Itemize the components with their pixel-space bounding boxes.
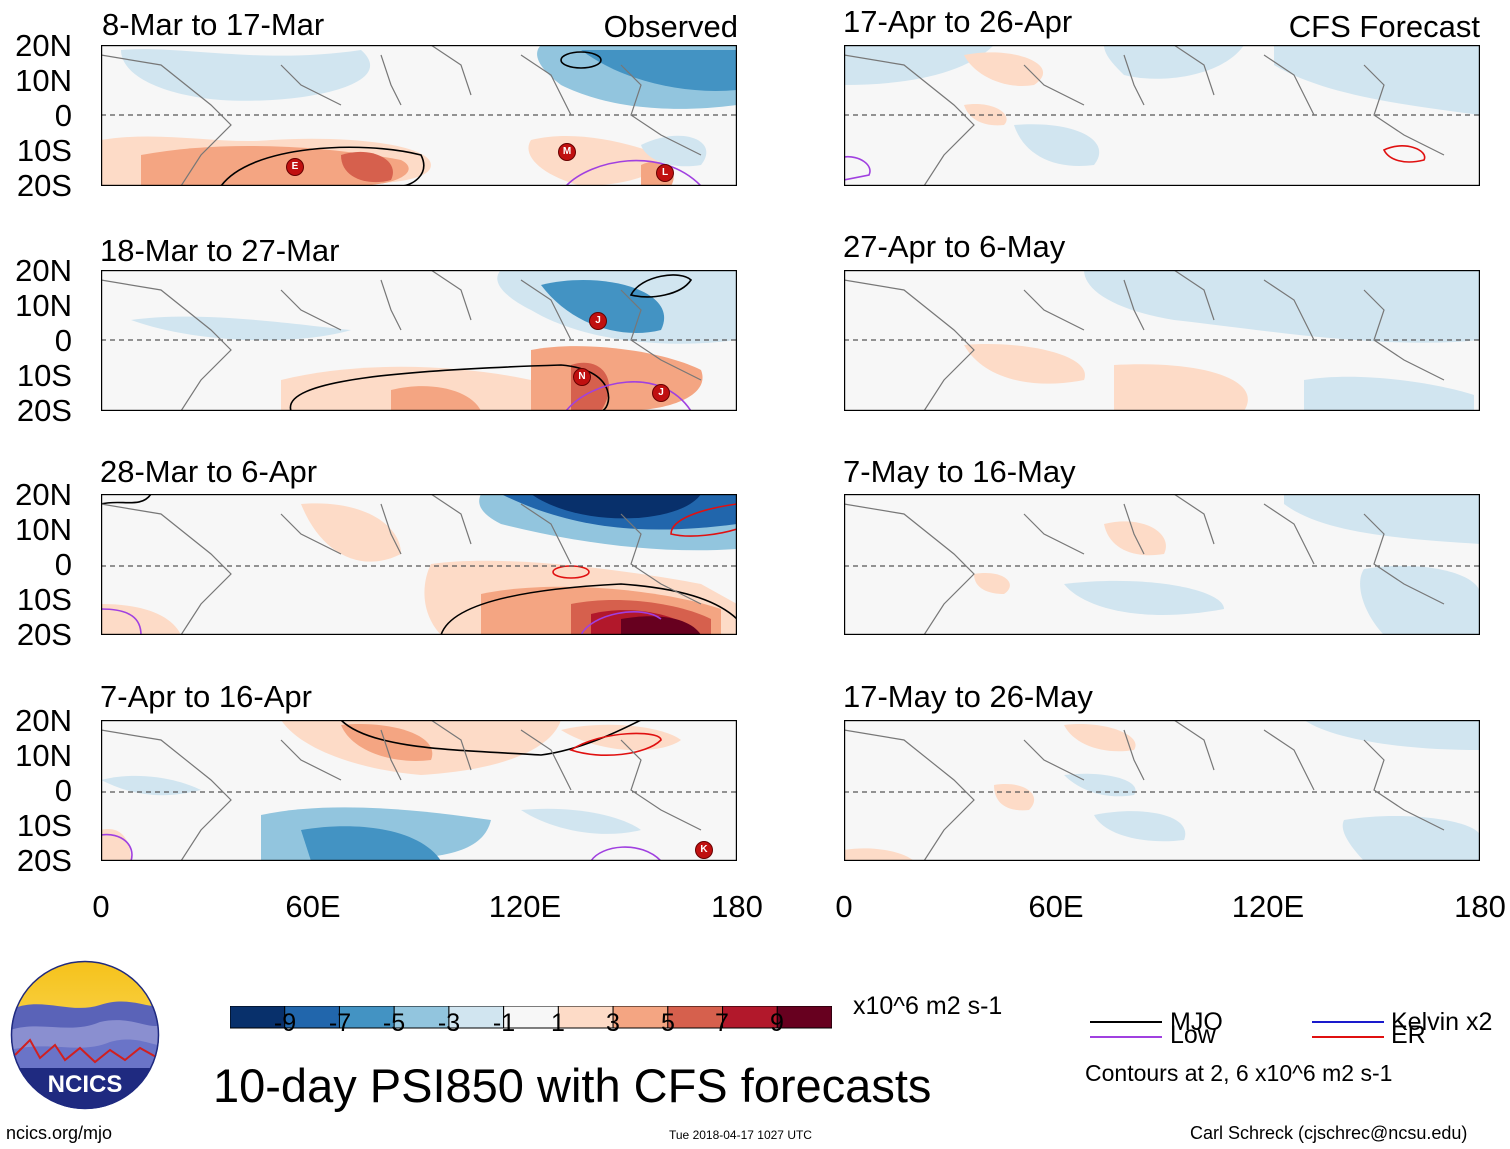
colorbar-tick-label: -3 — [437, 1009, 461, 1037]
colorbar-tick-labels: -9 -7 -5 -3 -1 1 3 5 7 9 — [230, 1011, 832, 1041]
colorbar-tick-label: -7 — [328, 1009, 352, 1037]
footer-author: Carl Schreck (cjschrec@ncsu.edu) — [1190, 1123, 1468, 1143]
lat-label: 10S — [16, 133, 72, 168]
panel-title-fcst-4: 17-May to 26-May — [843, 679, 1093, 714]
footer-timestamp: Tue 2018-04-17 1027 UTC — [669, 1128, 812, 1142]
lat-label: 10S — [16, 582, 72, 617]
legend-label-low: Low — [1170, 1021, 1216, 1049]
lat-label: 10N — [15, 63, 72, 98]
lat-label: 10N — [15, 738, 72, 773]
forecast-tag: CFS Forecast — [1288, 9, 1480, 44]
lat-label: 20N — [15, 703, 72, 738]
legend-label-mjo: MJO — [1170, 1008, 1223, 1036]
colorbar-tick-label: -5 — [382, 1009, 406, 1037]
map-panel-obs-3 — [101, 494, 737, 635]
map-panel-fcst-1 — [844, 45, 1480, 186]
ncics-logo: NCICS — [10, 960, 160, 1110]
legend-line-low — [1090, 1036, 1162, 1038]
lat-label: 20S — [16, 843, 72, 878]
lon-label-0-left: 0 — [92, 889, 110, 924]
lat-label: 10N — [15, 512, 72, 547]
legend-line-er — [1312, 1036, 1384, 1038]
lat-label: 20N — [15, 28, 72, 63]
lat-label: 0 — [54, 547, 72, 582]
lon-label-180-left: 180 — [711, 889, 763, 924]
lon-label-180-right: 180 — [1454, 889, 1506, 924]
panel-title-obs-1: 8-Mar to 17-Mar — [102, 7, 325, 42]
lat-label: 20S — [16, 393, 72, 428]
colorbar-tick-label: 1 — [551, 1009, 565, 1037]
lon-label-60e-right: 60E — [1028, 889, 1084, 924]
colorbar-tick-label: -9 — [273, 1009, 297, 1037]
panel-title-obs-2: 18-Mar to 27-Mar — [100, 233, 340, 268]
storm-marker: J — [589, 312, 607, 330]
legend-line-kelvin — [1312, 1021, 1384, 1023]
storm-marker: J — [652, 384, 670, 402]
main-title: 10-day PSI850 with CFS forecasts — [213, 1059, 932, 1112]
lat-label: 0 — [54, 323, 72, 358]
lat-label: 20N — [15, 477, 72, 512]
panel-title-obs-3: 28-Mar to 6-Apr — [100, 454, 318, 489]
panel-title-fcst-3: 7-May to 16-May — [843, 454, 1076, 489]
lon-label-0-right: 0 — [835, 889, 853, 924]
panel-title-obs-4: 7-Apr to 16-Apr — [100, 679, 312, 714]
storm-marker: N — [573, 368, 591, 386]
footer-url[interactable]: ncics.org/mjo — [6, 1123, 113, 1143]
map-panel-fcst-2 — [844, 270, 1480, 411]
map-panel-obs-2 — [101, 270, 737, 411]
colorbar-tick-label: 7 — [715, 1009, 729, 1037]
legend-label-kelvin: Kelvin x2 — [1391, 1008, 1493, 1036]
map-panel-fcst-4 — [844, 720, 1480, 861]
storm-marker: M — [558, 143, 576, 161]
storm-marker: K — [695, 841, 713, 859]
storm-marker: L — [656, 164, 674, 182]
lat-label: 10S — [16, 358, 72, 393]
map-panel-fcst-3 — [844, 494, 1480, 635]
lat-label: 20S — [16, 168, 72, 203]
legend-line-mjo — [1090, 1021, 1162, 1023]
legend-label-er: ER — [1391, 1021, 1426, 1049]
lat-label: 10N — [15, 288, 72, 323]
lon-label-120e-right: 120E — [1231, 889, 1305, 924]
lat-label: 0 — [54, 98, 72, 133]
colorbar-tick-label: 5 — [661, 1009, 675, 1037]
colorbar-units: x10^6 m2 s-1 — [853, 992, 1003, 1020]
lon-label-60e-left: 60E — [285, 889, 341, 924]
panel-title-fcst-2: 27-Apr to 6-May — [843, 229, 1066, 264]
colorbar-tick-label: 3 — [606, 1009, 620, 1037]
colorbar — [229, 1005, 833, 1029]
contour-note: Contours at 2, 6 x10^6 m2 s-1 — [1085, 1060, 1393, 1086]
lat-label: 20N — [15, 253, 72, 288]
logo-text: NCICS — [48, 1071, 123, 1098]
map-panel-obs-1 — [101, 45, 737, 186]
lat-label: 10S — [16, 808, 72, 843]
storm-marker: E — [286, 158, 304, 176]
map-panel-obs-4 — [101, 720, 737, 861]
colorbar-tick-label: -1 — [492, 1009, 516, 1037]
colorbar-tick-label: 9 — [770, 1009, 784, 1037]
panel-title-fcst-1: 17-Apr to 26-Apr — [843, 4, 1073, 39]
lon-label-120e-left: 120E — [488, 889, 562, 924]
observed-tag: Observed — [603, 9, 738, 44]
lat-label: 20S — [16, 617, 72, 652]
lat-label: 0 — [54, 773, 72, 808]
